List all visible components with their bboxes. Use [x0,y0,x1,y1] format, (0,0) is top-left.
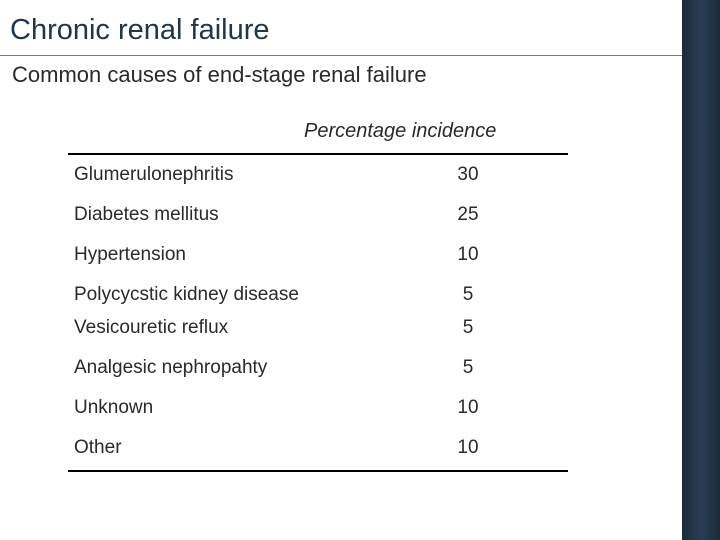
table-row: Hypertension 10 [68,235,568,275]
value-cell: 5 [368,275,568,315]
table-row: Diabetes mellitus 25 [68,195,568,235]
table-bottom-rule [68,470,568,472]
value-cell: 10 [368,235,568,275]
cause-cell: Unknown [68,388,368,428]
side-strip-decoration [682,0,720,540]
cause-cell: Glumerulonephritis [68,155,368,195]
table-row: Vesicouretic reflux 5 [68,315,568,348]
cause-cell: Vesicouretic reflux [68,315,368,348]
table-row: Other 10 [68,428,568,468]
page-title: Chronic renal failure [0,0,720,55]
cause-cell: Other [68,428,368,468]
table-row: Glumerulonephritis 30 [68,155,568,195]
value-cell: 10 [368,388,568,428]
value-cell: 5 [368,315,568,348]
cause-cell: Diabetes mellitus [68,195,368,235]
value-cell: 25 [368,195,568,235]
value-cell: 10 [368,428,568,468]
value-cell: 30 [368,155,568,195]
value-cell: 5 [368,348,568,388]
cause-cell: Hypertension [68,235,368,275]
incidence-table: Percentage incidence Glumerulonephritis … [68,116,568,472]
table-row: Unknown 10 [68,388,568,428]
cause-cell: Analgesic nephropahty [68,348,368,388]
cause-cell: Polycycstic kidney disease [68,275,368,315]
column-header-percentage: Percentage incidence [304,116,568,153]
page-subtitle: Common causes of end-stage renal failure [0,56,720,88]
table-body: Glumerulonephritis 30 Diabetes mellitus … [68,155,568,468]
table-row: Analgesic nephropahty 5 [68,348,568,388]
table-row: Polycycstic kidney disease 5 [68,275,568,315]
